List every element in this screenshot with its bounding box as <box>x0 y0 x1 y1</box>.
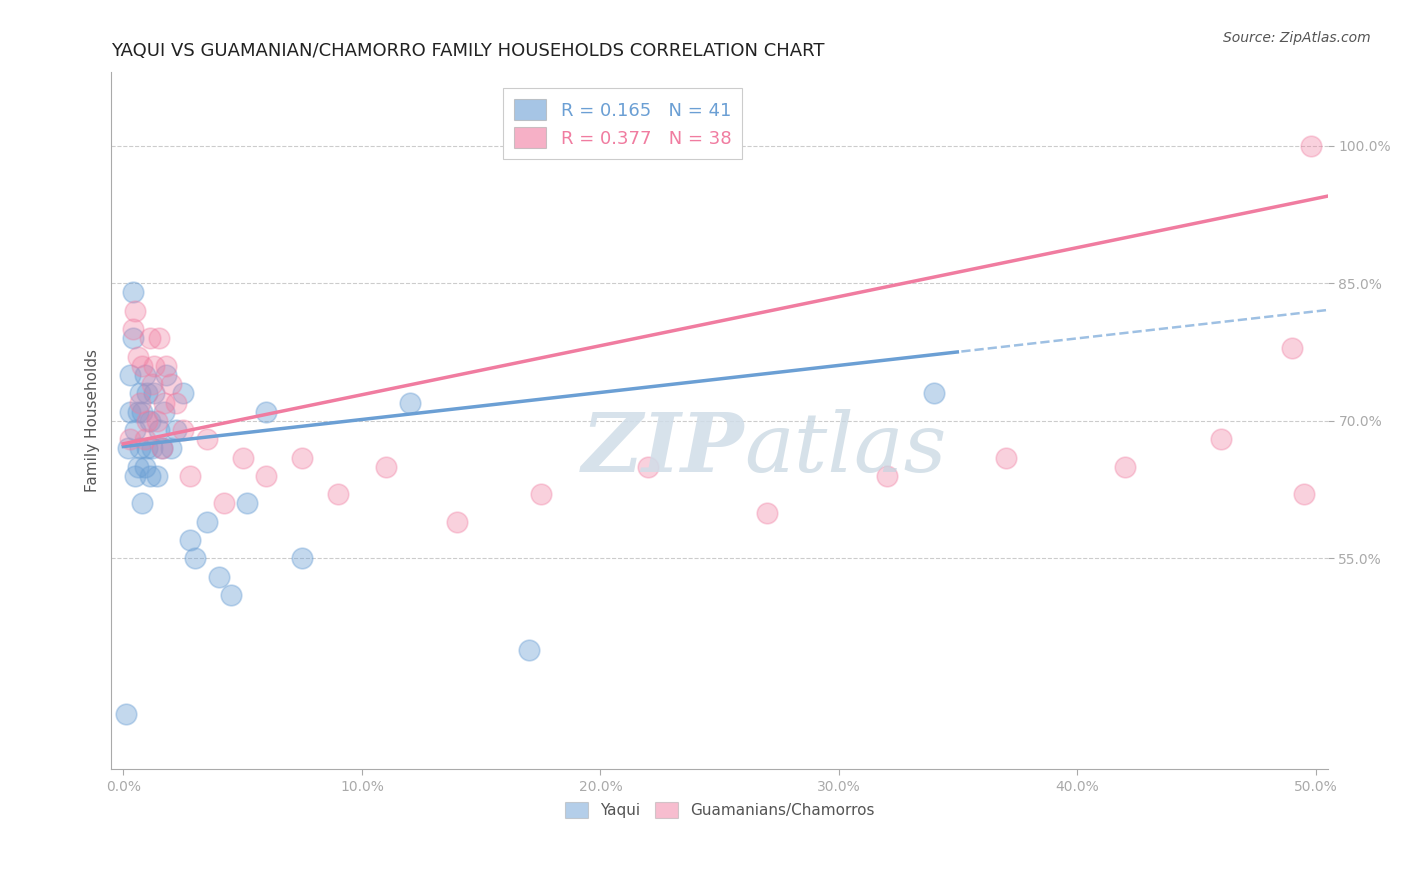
Point <box>165 423 187 437</box>
Point <box>232 450 254 465</box>
Y-axis label: Family Households: Family Households <box>86 350 100 492</box>
Point <box>219 588 242 602</box>
Point <box>172 423 194 437</box>
Point <box>134 459 156 474</box>
Point <box>326 487 349 501</box>
Point <box>876 468 898 483</box>
Point <box>1114 459 1136 474</box>
Point <box>179 533 201 547</box>
Point <box>637 459 659 474</box>
Point <box>148 331 170 345</box>
Point <box>153 405 176 419</box>
Point <box>134 432 156 446</box>
Point <box>141 442 163 456</box>
Point <box>117 442 139 456</box>
Point <box>530 487 553 501</box>
Point <box>291 551 314 566</box>
Point <box>236 496 259 510</box>
Point <box>145 468 167 483</box>
Text: ZIP: ZIP <box>582 409 744 489</box>
Point <box>129 442 152 456</box>
Point <box>150 442 173 456</box>
Point <box>129 386 152 401</box>
Point <box>184 551 207 566</box>
Point <box>179 468 201 483</box>
Point <box>127 350 149 364</box>
Point <box>138 414 160 428</box>
Point <box>136 442 159 456</box>
Point <box>131 359 153 373</box>
Point <box>122 322 145 336</box>
Point <box>160 377 183 392</box>
Point <box>1209 432 1232 446</box>
Point <box>150 442 173 456</box>
Point <box>165 395 187 409</box>
Point <box>1301 138 1323 153</box>
Point <box>172 386 194 401</box>
Point <box>120 405 142 419</box>
Point <box>141 377 163 392</box>
Point <box>195 432 218 446</box>
Point <box>122 331 145 345</box>
Point <box>256 468 278 483</box>
Point <box>136 414 159 428</box>
Point <box>122 285 145 300</box>
Point <box>153 395 176 409</box>
Point <box>291 450 314 465</box>
Point <box>924 386 946 401</box>
Point <box>195 515 218 529</box>
Point <box>756 506 779 520</box>
Point <box>374 459 396 474</box>
Point <box>124 303 146 318</box>
Point <box>129 395 152 409</box>
Point <box>127 405 149 419</box>
Legend: Yaqui, Guamanians/Chamorros: Yaqui, Guamanians/Chamorros <box>558 797 882 824</box>
Text: Source: ZipAtlas.com: Source: ZipAtlas.com <box>1223 31 1371 45</box>
Point <box>398 395 420 409</box>
Point <box>994 450 1017 465</box>
Point <box>155 368 177 382</box>
Point <box>155 359 177 373</box>
Point <box>138 331 160 345</box>
Point <box>143 359 166 373</box>
Point <box>127 459 149 474</box>
Point <box>212 496 235 510</box>
Point <box>1294 487 1316 501</box>
Text: YAQUI VS GUAMANIAN/CHAMORRO FAMILY HOUSEHOLDS CORRELATION CHART: YAQUI VS GUAMANIAN/CHAMORRO FAMILY HOUSE… <box>111 42 825 60</box>
Point <box>446 515 468 529</box>
Point <box>148 423 170 437</box>
Text: atlas: atlas <box>744 409 946 489</box>
Point <box>131 405 153 419</box>
Point <box>134 368 156 382</box>
Point <box>120 432 142 446</box>
Point <box>136 386 159 401</box>
Point <box>114 707 136 722</box>
Point <box>1281 341 1303 355</box>
Point <box>138 468 160 483</box>
Point <box>160 442 183 456</box>
Point <box>145 414 167 428</box>
Point <box>208 570 231 584</box>
Point <box>124 468 146 483</box>
Point <box>131 496 153 510</box>
Point <box>124 423 146 437</box>
Point <box>143 386 166 401</box>
Point <box>120 368 142 382</box>
Point <box>256 405 278 419</box>
Point <box>517 643 540 657</box>
